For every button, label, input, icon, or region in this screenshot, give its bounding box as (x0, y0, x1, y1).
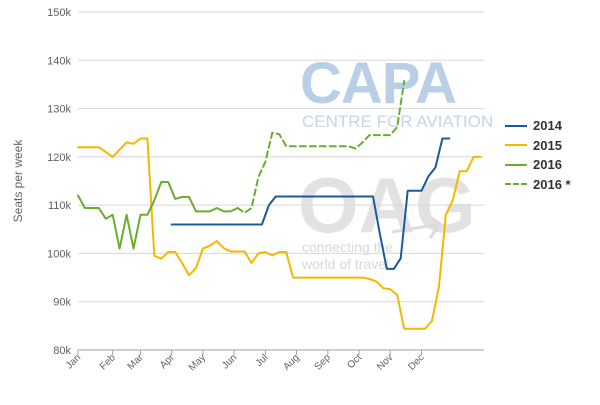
legend-label: 2016 (533, 157, 562, 173)
legend-swatch (505, 144, 527, 147)
series-line-2016 (77, 181, 239, 250)
y-tick-label: 150k (47, 7, 71, 19)
series-line-2015 (77, 137, 482, 330)
capa-logo: CAPA (300, 51, 456, 116)
legend-item[interactable]: 2016 (505, 155, 571, 175)
series-layer (77, 80, 482, 330)
legend-swatch (505, 124, 527, 127)
legend-label: 2014 (533, 118, 562, 134)
chart-legend: 2014 2015 2016 2016 * (505, 116, 571, 194)
x-tick-label: Mar (126, 352, 146, 372)
y-tick-label: 90k (53, 297, 71, 309)
y-tick-label: 130k (47, 104, 71, 116)
x-tick-label: Jul (254, 352, 271, 369)
x-tick-label: Sep (313, 352, 334, 373)
x-tick-label: Dec (406, 352, 426, 372)
legend-item[interactable]: 2015 (505, 136, 571, 156)
legend-label: 2016 * (533, 176, 571, 192)
x-tick-label: Nov (375, 352, 395, 372)
oag-tagline-2: world of travel (301, 256, 389, 272)
oag-plane-mark (391, 216, 444, 239)
y-tick-label: 120k (47, 152, 71, 164)
y-tick-label: 140k (47, 55, 71, 67)
y-tick-label: 80k (53, 345, 71, 357)
x-tick-label: Apr (158, 352, 177, 371)
x-tick-label: Feb (98, 352, 118, 372)
legend-swatch (505, 183, 527, 186)
legend-item[interactable]: 2016 * (505, 175, 571, 195)
x-tick-label: Jun (220, 352, 239, 371)
x-tick-label: Oct (345, 352, 364, 371)
series-line-2016 (236, 80, 406, 214)
y-axis-title: Seats per week (11, 139, 25, 223)
series-line-2014 (170, 137, 451, 270)
legend-swatch (505, 163, 527, 166)
x-tick-label: Aug (281, 352, 301, 372)
y-tick-label: 110k (48, 200, 72, 212)
legend-item[interactable]: 2014 (505, 116, 571, 136)
oag-tagline-1: connecting the (302, 239, 393, 255)
y-tick-label: 100k (47, 248, 71, 260)
legend-label: 2015 (533, 137, 562, 153)
x-tick-label: May (187, 352, 208, 373)
